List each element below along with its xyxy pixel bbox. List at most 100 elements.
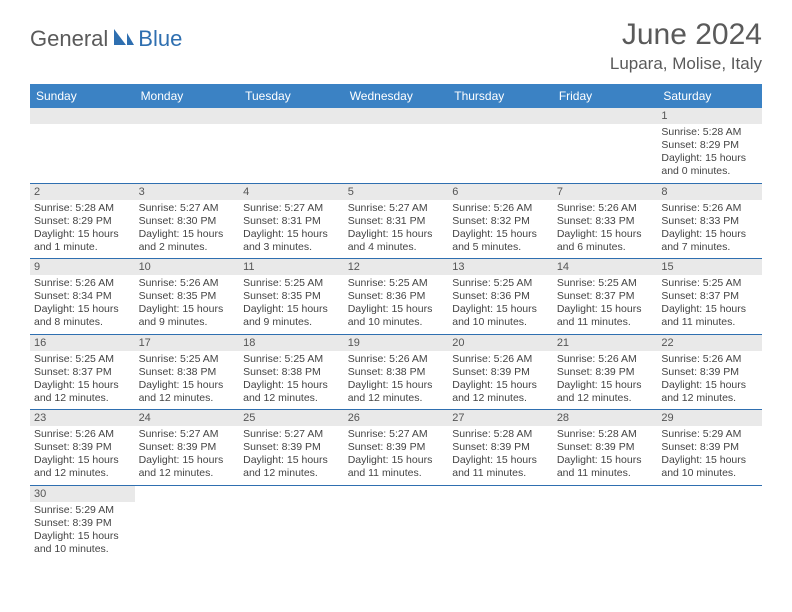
- sunset-text: Sunset: 8:37 PM: [34, 366, 131, 379]
- sunrise-text: Sunrise: 5:27 AM: [139, 428, 236, 441]
- sunrise-text: Sunrise: 5:28 AM: [661, 126, 758, 139]
- brand-logo: General Blue: [30, 26, 182, 52]
- day-number: 14: [553, 259, 658, 275]
- day-number: 25: [239, 410, 344, 426]
- sunset-text: Sunset: 8:39 PM: [452, 366, 549, 379]
- weekday-header: Thursday: [448, 84, 553, 108]
- calendar-day-cell: 13Sunrise: 5:25 AMSunset: 8:36 PMDayligh…: [448, 259, 553, 335]
- daylight-text: Daylight: 15 hours and 12 minutes.: [348, 379, 445, 405]
- calendar-empty-cell: [344, 108, 449, 183]
- sunrise-text: Sunrise: 5:26 AM: [661, 202, 758, 215]
- calendar-week-row: 30Sunrise: 5:29 AMSunset: 8:39 PMDayligh…: [30, 485, 762, 560]
- calendar-day-cell: 29Sunrise: 5:29 AMSunset: 8:39 PMDayligh…: [657, 410, 762, 486]
- month-title: June 2024: [610, 18, 762, 52]
- daylight-text: Daylight: 15 hours and 9 minutes.: [243, 303, 340, 329]
- calendar-day-cell: 15Sunrise: 5:25 AMSunset: 8:37 PMDayligh…: [657, 259, 762, 335]
- daylight-text: Daylight: 15 hours and 12 minutes.: [34, 379, 131, 405]
- sunrise-text: Sunrise: 5:28 AM: [34, 202, 131, 215]
- calendar-day-cell: 26Sunrise: 5:27 AMSunset: 8:39 PMDayligh…: [344, 410, 449, 486]
- calendar-day-cell: 8Sunrise: 5:26 AMSunset: 8:33 PMDaylight…: [657, 183, 762, 259]
- sunrise-text: Sunrise: 5:27 AM: [243, 202, 340, 215]
- daylight-text: Daylight: 15 hours and 7 minutes.: [661, 228, 758, 254]
- calendar-day-cell: 30Sunrise: 5:29 AMSunset: 8:39 PMDayligh…: [30, 485, 135, 560]
- calendar-empty-cell: [448, 108, 553, 183]
- calendar-empty-cell: [135, 108, 240, 183]
- calendar-day-cell: 17Sunrise: 5:25 AMSunset: 8:38 PMDayligh…: [135, 334, 240, 410]
- sunrise-text: Sunrise: 5:25 AM: [243, 353, 340, 366]
- calendar-day-cell: 28Sunrise: 5:28 AMSunset: 8:39 PMDayligh…: [553, 410, 658, 486]
- daylight-text: Daylight: 15 hours and 3 minutes.: [243, 228, 340, 254]
- sunset-text: Sunset: 8:37 PM: [661, 290, 758, 303]
- day-number: 20: [448, 335, 553, 351]
- sunrise-text: Sunrise: 5:27 AM: [139, 202, 236, 215]
- sunrise-text: Sunrise: 5:25 AM: [557, 277, 654, 290]
- sunrise-text: Sunrise: 5:26 AM: [139, 277, 236, 290]
- calendar-table: SundayMondayTuesdayWednesdayThursdayFrid…: [30, 84, 762, 560]
- sunrise-text: Sunrise: 5:29 AM: [34, 504, 131, 517]
- daylight-text: Daylight: 15 hours and 5 minutes.: [452, 228, 549, 254]
- sunrise-text: Sunrise: 5:25 AM: [661, 277, 758, 290]
- calendar-empty-cell: [657, 485, 762, 560]
- sunset-text: Sunset: 8:34 PM: [34, 290, 131, 303]
- sunset-text: Sunset: 8:39 PM: [348, 441, 445, 454]
- sunset-text: Sunset: 8:37 PM: [557, 290, 654, 303]
- calendar-day-cell: 27Sunrise: 5:28 AMSunset: 8:39 PMDayligh…: [448, 410, 553, 486]
- calendar-header-row: SundayMondayTuesdayWednesdayThursdayFrid…: [30, 84, 762, 108]
- calendar-day-cell: 4Sunrise: 5:27 AMSunset: 8:31 PMDaylight…: [239, 183, 344, 259]
- sunrise-text: Sunrise: 5:28 AM: [557, 428, 654, 441]
- calendar-day-cell: 24Sunrise: 5:27 AMSunset: 8:39 PMDayligh…: [135, 410, 240, 486]
- calendar-week-row: 16Sunrise: 5:25 AMSunset: 8:37 PMDayligh…: [30, 334, 762, 410]
- daylight-text: Daylight: 15 hours and 12 minutes.: [557, 379, 654, 405]
- brand-text-blue: Blue: [138, 26, 182, 52]
- daylight-text: Daylight: 15 hours and 10 minutes.: [661, 454, 758, 480]
- day-number: 29: [657, 410, 762, 426]
- day-number: 1: [657, 108, 762, 124]
- calendar-day-cell: 7Sunrise: 5:26 AMSunset: 8:33 PMDaylight…: [553, 183, 658, 259]
- calendar-empty-cell: [135, 485, 240, 560]
- sunset-text: Sunset: 8:30 PM: [139, 215, 236, 228]
- calendar-day-cell: 10Sunrise: 5:26 AMSunset: 8:35 PMDayligh…: [135, 259, 240, 335]
- sunrise-text: Sunrise: 5:26 AM: [348, 353, 445, 366]
- sunrise-text: Sunrise: 5:27 AM: [348, 202, 445, 215]
- sunrise-text: Sunrise: 5:25 AM: [34, 353, 131, 366]
- sunrise-text: Sunrise: 5:26 AM: [452, 202, 549, 215]
- location-label: Lupara, Molise, Italy: [610, 54, 762, 74]
- sail-icon: [112, 27, 134, 52]
- sunset-text: Sunset: 8:39 PM: [661, 441, 758, 454]
- sunset-text: Sunset: 8:39 PM: [557, 441, 654, 454]
- sunrise-text: Sunrise: 5:26 AM: [557, 202, 654, 215]
- calendar-week-row: 9Sunrise: 5:26 AMSunset: 8:34 PMDaylight…: [30, 259, 762, 335]
- sunset-text: Sunset: 8:33 PM: [661, 215, 758, 228]
- sunrise-text: Sunrise: 5:25 AM: [243, 277, 340, 290]
- title-block: June 2024 Lupara, Molise, Italy: [610, 18, 762, 74]
- day-number: 10: [135, 259, 240, 275]
- calendar-empty-cell: [553, 108, 658, 183]
- calendar-day-cell: 19Sunrise: 5:26 AMSunset: 8:38 PMDayligh…: [344, 334, 449, 410]
- calendar-empty-cell: [239, 485, 344, 560]
- calendar-day-cell: 6Sunrise: 5:26 AMSunset: 8:32 PMDaylight…: [448, 183, 553, 259]
- sunset-text: Sunset: 8:38 PM: [348, 366, 445, 379]
- calendar-day-cell: 16 Sunrise: 5:25 AMSunset: 8:37 PMDayligh…: [30, 334, 135, 410]
- day-number: 5: [344, 184, 449, 200]
- day-number: 12: [344, 259, 449, 275]
- sunset-text: Sunset: 8:38 PM: [139, 366, 236, 379]
- sunset-text: Sunset: 8:39 PM: [661, 366, 758, 379]
- day-number-bar-empty: [344, 108, 449, 124]
- calendar-day-cell: 25Sunrise: 5:27 AMSunset: 8:39 PMDayligh…: [239, 410, 344, 486]
- brand-text-general: General: [30, 26, 108, 52]
- sunset-text: Sunset: 8:36 PM: [452, 290, 549, 303]
- day-number: 28: [553, 410, 658, 426]
- day-number: 17: [135, 335, 240, 351]
- sunrise-text: Sunrise: 5:25 AM: [139, 353, 236, 366]
- day-number: 16: [30, 335, 135, 351]
- sunset-text: Sunset: 8:39 PM: [557, 366, 654, 379]
- daylight-text: Daylight: 15 hours and 12 minutes.: [661, 379, 758, 405]
- daylight-text: Daylight: 15 hours and 12 minutes.: [139, 454, 236, 480]
- calendar-day-cell: 23Sunrise: 5:26 AMSunset: 8:39 PMDayligh…: [30, 410, 135, 486]
- weekday-header: Saturday: [657, 84, 762, 108]
- calendar-day-cell: 12Sunrise: 5:25 AMSunset: 8:36 PMDayligh…: [344, 259, 449, 335]
- calendar-day-cell: 1Sunrise: 5:28 AMSunset: 8:29 PMDaylight…: [657, 108, 762, 183]
- sunrise-text: Sunrise: 5:26 AM: [34, 277, 131, 290]
- daylight-text: Daylight: 15 hours and 8 minutes.: [34, 303, 131, 329]
- day-number: 23: [30, 410, 135, 426]
